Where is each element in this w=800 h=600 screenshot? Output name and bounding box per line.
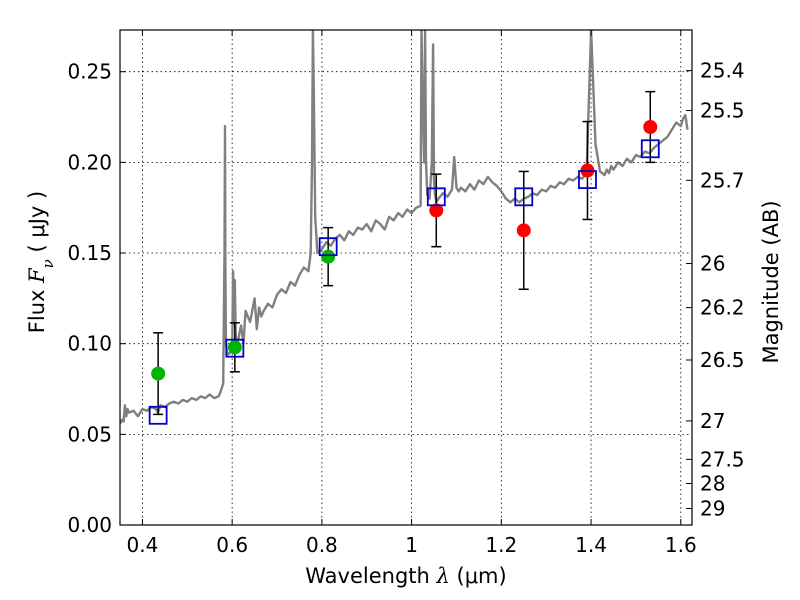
y-tick-label: 0.15 [67,241,112,265]
right-tick-label: 28 [700,471,725,495]
green-data-point [227,340,242,355]
x-tick-label: 1.6 [665,533,697,557]
red-data-point [643,120,658,135]
x-tick-label: 0.4 [127,533,159,557]
model-square [225,338,245,358]
x-axis-label: Wavelength λ (μm) [305,564,506,588]
right-tick-label: 26.2 [700,296,745,320]
y-axis-label-subscript: ν [39,259,57,268]
model-square [578,170,597,189]
y-axis-label-prefix: Flux [25,283,49,333]
right-axis-label: Magnitude (AB) [759,200,783,363]
model-square [318,237,338,257]
y-axis-label: Flux Fν ( μJy ) [25,191,57,333]
plot-background [120,30,692,525]
green-data-point [151,366,166,381]
x-tick-label: 1.2 [485,533,517,557]
right-tick-label: 25.4 [700,59,745,83]
y-tick-label: 0.20 [67,150,112,174]
red-data-point [516,223,531,238]
model-square [148,405,168,425]
green-data-point [321,249,336,264]
x-tick-label: 1 [405,533,418,557]
model-square [640,139,660,159]
right-tick-label: 27 [700,409,725,433]
y-tick-label: 0.05 [67,422,112,446]
plot-frame [119,29,693,526]
x-tick-label: 1.4 [575,533,607,557]
y-tick-label: 0.25 [67,60,112,84]
right-tick-label: 25.7 [700,168,745,192]
model-square [426,187,446,207]
x-axis-label-symbol: λ [436,564,450,588]
right-tick-label: 27.5 [700,447,745,471]
y-tick-label: 0.00 [67,513,112,537]
right-tick-label: 25.5 [700,99,745,123]
model-square [514,187,534,207]
y-axis-label-unit: ( μJy ) [25,191,49,259]
x-tick-label: 0.8 [306,533,338,557]
right-tick-label: 26.5 [700,348,745,372]
y-tick-label: 0.10 [67,332,112,356]
x-axis-label-prefix: Wavelength [305,564,436,588]
red-data-point [429,203,444,218]
spectrum-layer [120,30,689,425]
right-tick-label: 29 [700,497,725,521]
y-axis-label-symbol: F [25,267,49,284]
x-tick-label: 0.6 [216,533,248,557]
marker-layer [148,120,660,425]
right-tick-label: 26 [700,252,725,276]
ticks: 0.4 0.6 0.8 1 1.2 1.4 1.6 0.00 0.05 0.10 0.15 0.20 0… [67,30,745,557]
x-axis-label-unit: (μm) [450,564,507,588]
spectrum-line [120,30,689,425]
